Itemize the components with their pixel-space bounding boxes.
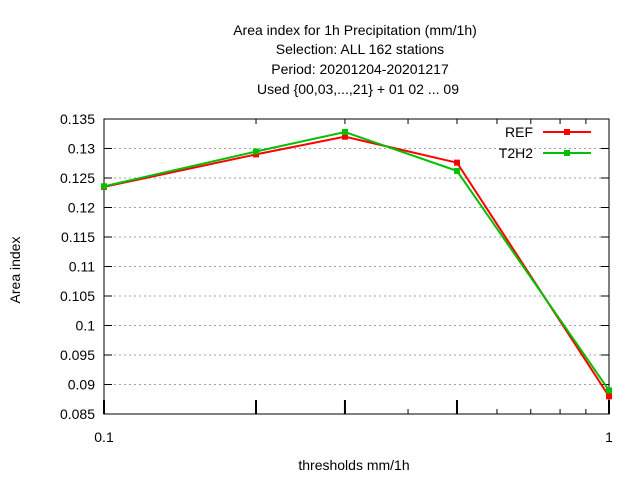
plot-frame [103,118,610,415]
data-point-ref [453,159,460,166]
title-line-1: Area index for 1h Precipitation (mm/1h) [233,22,477,38]
x-tick-labels: 0.1 1 [94,429,613,445]
x-tick-label: 1 [605,429,613,445]
data-point-t2h2 [453,167,460,174]
legend-label: REF [505,124,533,140]
legend: REF T2H2 [499,124,591,161]
legend-marker [564,150,570,156]
y-tick-label: 0.105 [60,288,95,304]
data-point-t2h2 [606,387,612,394]
y-tick-label: 0.09 [68,377,95,393]
title-line-4: Used {00,03,...,21} + 01 02 ... 09 [257,81,459,97]
y-tick-label: 0.13 [68,141,95,157]
data-point-t2h2 [341,128,348,135]
y-axis-label: Area index [7,237,23,304]
legend-marker [564,129,570,135]
y-tick-label: 0.085 [60,406,95,422]
data-point-t2h2 [253,148,260,155]
title-line-3: Period: 20201204-20201217 [271,61,449,77]
y-tick-label: 0.1 [76,318,96,334]
axes [103,118,610,415]
grid-lines [104,119,610,414]
x-tick-label: 0.1 [94,429,114,445]
y-tick-label: 0.12 [68,200,95,216]
y-tick-label: 0.135 [60,111,95,127]
y-tick-label: 0.125 [60,170,95,186]
y-tick-label: 0.115 [61,229,95,245]
series-group [101,128,612,400]
y-tick-label: 0.095 [60,347,95,363]
legend-label: T2H2 [499,145,533,161]
x-axis-label: thresholds mm/1h [298,457,409,473]
chart-title: Area index for 1h Precipitation (mm/1h) … [233,22,477,97]
data-point-ref [606,393,612,400]
data-point-ref [341,133,348,140]
title-line-2: Selection: ALL 162 stations [276,41,444,57]
y-tick-label: 0.11 [69,259,95,275]
data-point-t2h2 [101,183,107,190]
y-tick-labels: 0.085 0.09 0.095 0.1 0.105 0.11 0.115 0.12 0.125… [60,111,95,422]
